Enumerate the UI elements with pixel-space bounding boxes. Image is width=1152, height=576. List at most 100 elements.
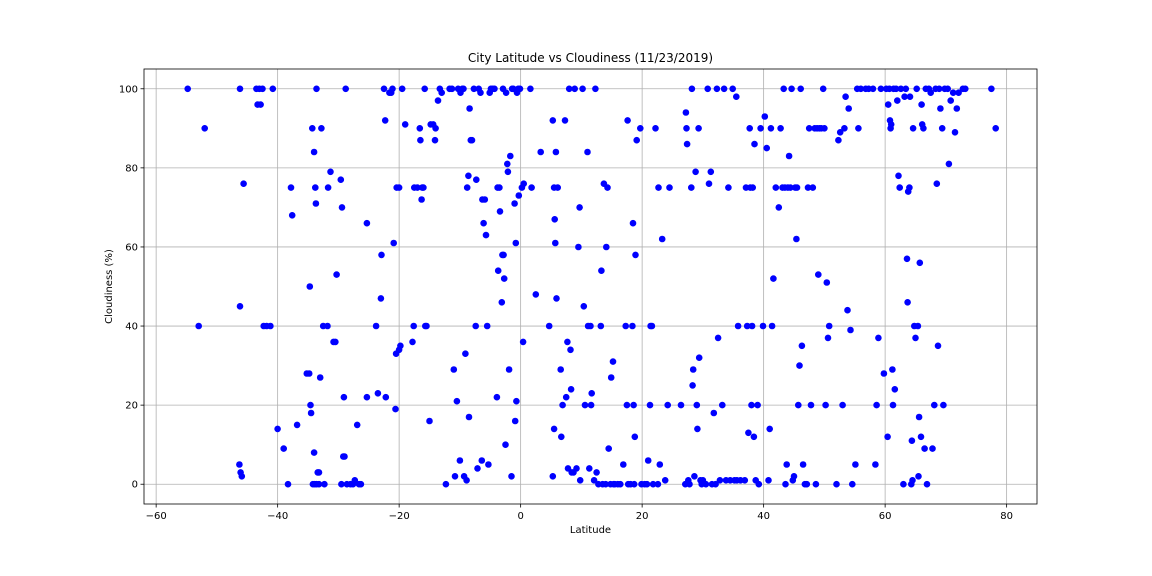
- data-point: [465, 413, 473, 421]
- data-point: [550, 425, 558, 433]
- data-point: [442, 480, 450, 488]
- data-point: [887, 121, 895, 128]
- data-point: [478, 457, 486, 464]
- data-point: [511, 417, 519, 425]
- data-point: [945, 160, 953, 168]
- data-point: [619, 461, 627, 468]
- data-point: [683, 140, 691, 148]
- data-point: [342, 85, 350, 93]
- data-point: [872, 461, 879, 468]
- data-point: [527, 85, 534, 93]
- data-point: [839, 401, 846, 409]
- data-point: [631, 433, 639, 441]
- data-point: [664, 401, 672, 409]
- data-point: [463, 476, 470, 484]
- data-point: [718, 401, 726, 409]
- data-point: [324, 184, 332, 191]
- data-point: [896, 184, 904, 191]
- data-point: [729, 85, 737, 93]
- data-point: [891, 385, 899, 393]
- data-point: [557, 366, 565, 373]
- data-point: [869, 85, 877, 93]
- ticks-layer: −60 −40 −20 0 20 40 60 80 0 20 40 60 80 100: [119, 84, 1013, 522]
- data-point: [847, 326, 854, 334]
- data-point: [308, 125, 316, 132]
- data-point: [477, 89, 484, 96]
- data-point: [633, 136, 641, 144]
- data-point: [395, 184, 403, 191]
- data-point: [378, 251, 385, 259]
- data-point: [782, 480, 789, 488]
- data-point: [431, 136, 439, 144]
- y-tick-label: 40: [125, 322, 138, 333]
- data-point: [483, 322, 491, 330]
- data-point: [824, 334, 832, 342]
- data-point: [240, 180, 247, 187]
- data-point: [775, 204, 783, 211]
- data-point: [557, 433, 565, 441]
- data-point: [306, 283, 314, 290]
- data-point: [822, 401, 829, 409]
- data-point: [712, 480, 719, 488]
- data-point: [590, 476, 598, 484]
- data-point: [940, 401, 947, 409]
- data-point: [496, 184, 503, 191]
- data-point: [797, 85, 805, 93]
- data-point: [794, 401, 802, 409]
- data-point: [785, 152, 793, 160]
- data-point: [472, 176, 480, 183]
- data-point: [236, 302, 244, 310]
- data-point: [426, 417, 433, 425]
- data-point: [236, 85, 244, 93]
- data-point: [353, 421, 361, 429]
- data-point: [623, 401, 631, 409]
- data-point: [935, 85, 943, 93]
- data-point: [312, 200, 320, 207]
- data-point: [807, 401, 815, 409]
- data-point: [545, 322, 553, 330]
- x-tick-label: 20: [636, 511, 649, 522]
- data-point: [561, 117, 569, 124]
- data-point: [389, 85, 396, 93]
- data-point: [953, 105, 961, 112]
- data-point: [844, 306, 851, 314]
- data-point: [504, 168, 512, 176]
- data-point: [502, 89, 510, 96]
- data-point: [916, 259, 924, 267]
- data-point: [565, 85, 573, 93]
- data-point: [549, 117, 557, 124]
- data-point: [848, 480, 856, 488]
- data-point: [609, 358, 617, 365]
- x-tick-label: −60: [146, 511, 167, 522]
- data-point: [451, 472, 459, 480]
- data-point: [491, 85, 498, 93]
- y-tick-label: 80: [125, 163, 138, 174]
- data-point: [269, 85, 277, 93]
- data-point: [315, 469, 323, 476]
- data-point: [311, 184, 319, 191]
- data-point: [790, 472, 798, 480]
- data-point: [390, 239, 398, 247]
- data-point: [944, 85, 952, 93]
- data-point: [751, 140, 758, 148]
- data-point: [749, 184, 757, 191]
- data-point: [893, 97, 901, 104]
- data-point: [812, 480, 820, 488]
- data-point: [465, 172, 472, 180]
- data-point: [644, 457, 652, 464]
- data-point: [480, 219, 487, 227]
- data-point: [927, 89, 935, 96]
- data-point: [901, 93, 908, 100]
- data-point: [713, 85, 721, 93]
- data-point: [845, 105, 853, 112]
- data-point: [341, 453, 348, 460]
- data-point: [767, 125, 775, 132]
- data-point: [917, 433, 925, 441]
- data-point: [602, 243, 610, 251]
- data-point: [605, 445, 613, 452]
- data-point: [472, 322, 480, 330]
- data-point: [494, 267, 502, 275]
- data-point: [607, 374, 615, 381]
- data-point: [307, 409, 315, 417]
